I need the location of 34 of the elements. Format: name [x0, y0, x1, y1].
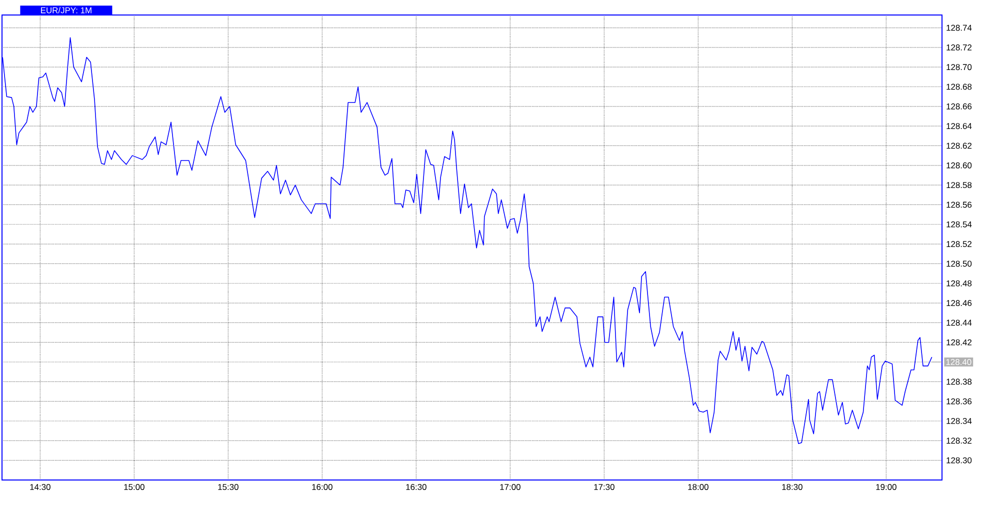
y-tick-label: 128.44: [946, 320, 972, 326]
y-tick-label: 128.42: [946, 339, 972, 346]
y-tick-label: 128.60: [946, 162, 972, 168]
y-tick-label: 128.66: [946, 103, 972, 110]
y-tick-label: 128.32: [946, 438, 972, 444]
y-tick-label: 128.74: [946, 24, 972, 31]
y-tick-label: 128.30: [946, 457, 972, 464]
y-tick-label: 128.70: [946, 64, 972, 70]
y-tick-label: 128.54: [946, 221, 972, 228]
y-tick-label: 128.58: [946, 182, 972, 188]
x-tick-label: 16:30: [406, 484, 426, 490]
y-tick-label: 128.38: [946, 378, 972, 385]
x-tick-label: 15:00: [124, 484, 144, 490]
y-tick-label: 128.68: [946, 84, 972, 90]
y-tick-label: 128.50: [946, 260, 972, 267]
x-tick-label: 17:00: [500, 484, 520, 490]
y-tick-label: 128.34: [946, 418, 972, 424]
annotation: 128.40: [946, 359, 972, 366]
y-tick-label: 128.36: [946, 398, 972, 404]
y-tick-label: 128.62: [946, 142, 972, 149]
y-tick-label: 128.48: [946, 280, 972, 286]
x-tick-label: 18:00: [688, 484, 708, 490]
x-tick-label: 17:30: [594, 484, 614, 490]
y-tick-label: 128.64: [946, 123, 972, 130]
y-tick-label: 128.56: [946, 202, 972, 208]
chart-title: EUR/JPY: 1M: [41, 7, 92, 14]
y-tick-label: 128.72: [946, 44, 972, 50]
x-tick-label: 15:30: [218, 484, 238, 490]
x-tick-label: 14:30: [30, 484, 50, 490]
x-tick-label: 19:00: [876, 484, 896, 490]
y-tick-label: 128.52: [946, 241, 972, 248]
y-tick-label: 128.46: [946, 300, 972, 306]
x-tick-label: 18:30: [782, 484, 802, 490]
x-tick-label: 16:00: [312, 484, 332, 490]
